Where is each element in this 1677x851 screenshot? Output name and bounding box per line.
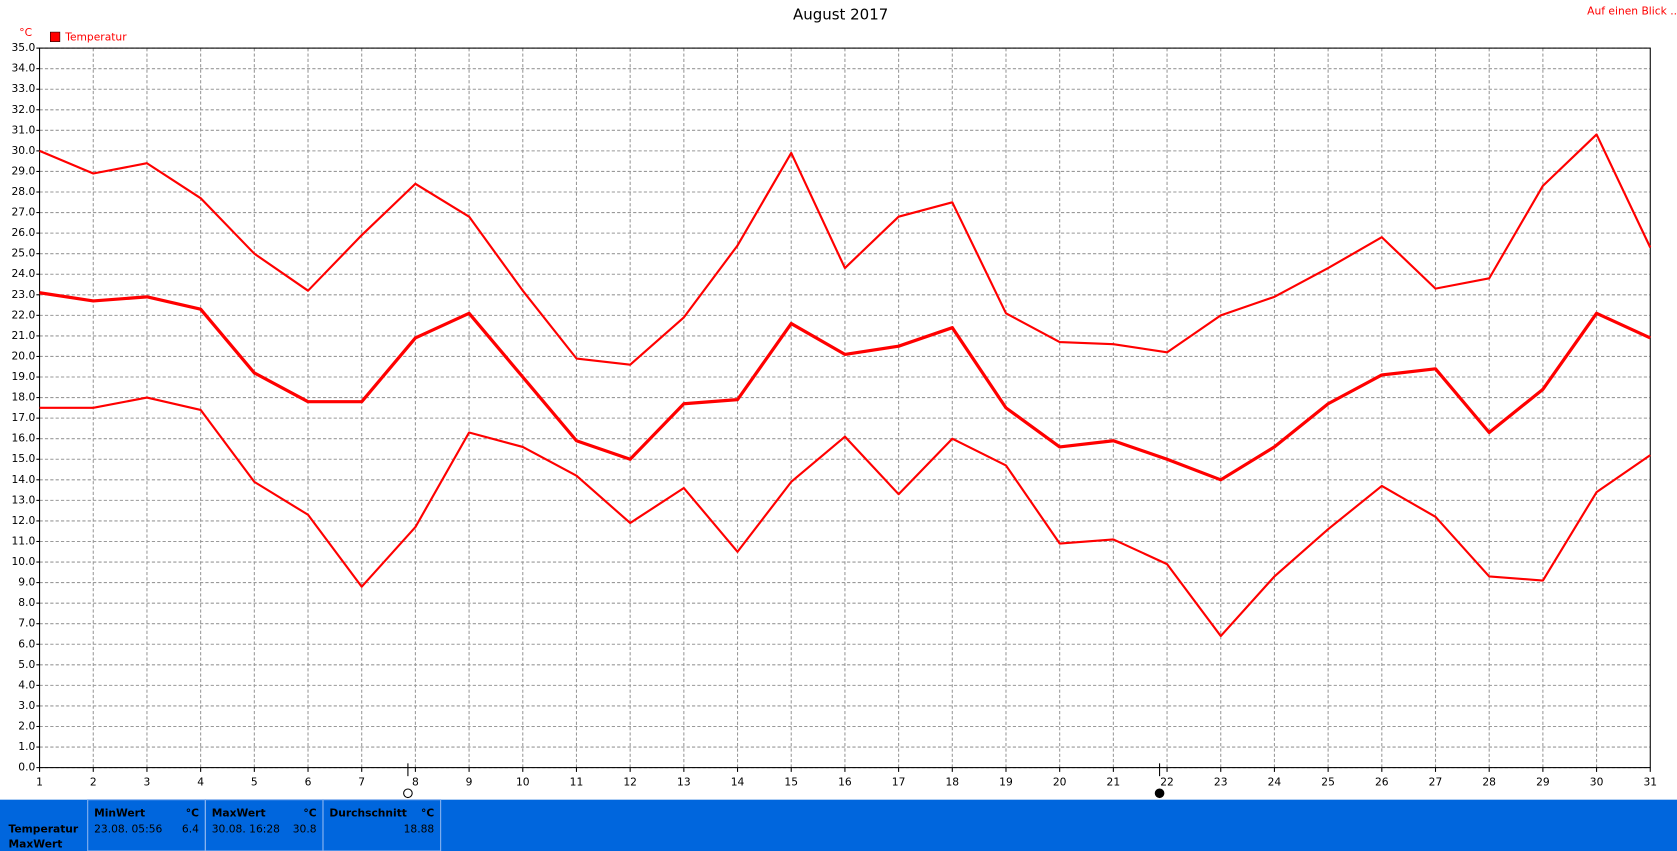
x-tick-label: 17 [892,776,906,789]
x-tick-label: 21 [1107,776,1121,789]
y-tick-label: 24.0 [11,267,35,280]
x-tick-label: 23 [1214,776,1228,789]
series-line [39,133,1652,366]
x-tick-label: 27 [1429,776,1443,789]
x-tick-label: 4 [197,776,204,789]
y-tick-label: 33.0 [11,82,35,95]
y-tick-label: 34.0 [11,62,35,75]
x-tick-label: 30 [1590,776,1604,789]
col-value: 6.4 [182,823,199,836]
y-tick-label: 16.0 [11,432,35,445]
legend-swatch [49,31,61,42]
x-tick-label: 8 [412,776,419,789]
y-tick-label: 6.0 [18,637,35,650]
y-tick-label: 26.0 [11,226,35,239]
row-label: MaxWert [9,838,63,851]
y-tick-label: 19.0 [11,370,35,383]
y-tick-label: 29.0 [11,164,35,177]
y-tick-label: 15.0 [11,452,35,465]
x-tick-label: 11 [570,776,584,789]
y-tick-label: 31.0 [11,123,35,136]
x-tick-label: 28 [1482,776,1496,789]
col-time: 30.08. 16:28 [212,823,280,836]
x-tick-label: 13 [677,776,691,789]
x-tick-label: 2 [90,776,97,789]
x-tick-label: 22 [1160,776,1174,789]
x-tick-label: 24 [1268,776,1282,789]
y-tick-label: 22.0 [11,308,35,321]
col-unit: °C [186,807,199,820]
row-label: Temperatur [9,823,79,836]
y-tick-label: 2.0 [18,719,35,732]
chart-title: August 2017 [793,5,888,23]
x-tick-label: 31 [1643,776,1657,789]
x-tick-label: 16 [838,776,852,789]
y-tick-label: 13.0 [11,493,35,506]
link[interactable]: Auf einen Blick ... [1587,5,1677,18]
plot-area: 1 2 3 4 5 6 7 8 9 10 11 12 13 14 15 16 17 18 19 20 21 22 23 24 2… [11,41,1657,799]
col-unit: °C [303,807,316,820]
y-tick-label: 25.0 [11,247,35,260]
x-tick-label: 18 [945,776,959,789]
x-tick-label: 5 [251,776,258,789]
legend-label: Temperatur [64,30,127,43]
col-unit: °C [421,807,434,820]
col-header: MaxWert [212,807,266,820]
x-tick-label: 1 [36,776,43,789]
y-tick-label: 14.0 [11,473,35,486]
y-tick-label: 7.0 [18,617,35,630]
x-tick-label: 6 [305,776,312,789]
x-tick-label: 3 [144,776,151,789]
y-tick-label: 21.0 [11,329,35,342]
x-tick-label: 20 [1053,776,1067,789]
y-tick-label: 27.0 [11,206,35,219]
y-tick-label: 9.0 [18,576,35,589]
col-header: MinWert [94,807,145,820]
y-tick-label: 28.0 [11,185,35,198]
series-line [39,396,1651,638]
series-line [39,291,1651,482]
x-tick-label: 12 [623,776,637,789]
x-tick-label: 10 [516,776,530,789]
y-unit: °C [19,26,32,39]
y-tick-label: 12.0 [11,514,35,527]
y-tick-label: 20.0 [11,349,35,362]
x-tick-label: 14 [731,776,745,789]
y-tick-label: 10.0 [11,555,35,568]
y-tick-label: 17.0 [11,411,35,424]
x-tick-label: 7 [358,776,365,789]
summary-cells [87,799,442,851]
x-tick-label: 29 [1536,776,1550,789]
y-tick-label: 18.0 [11,391,35,404]
col-value: 18.88 [404,823,435,836]
x-tick-label: 15 [784,776,798,789]
y-tick-label: 5.0 [18,658,35,671]
moon-phase [403,788,413,799]
y-tick-label: 8.0 [18,596,35,609]
x-tick-label: 19 [999,776,1013,789]
summary-panel [0,799,1677,851]
y-tick-label: 35.0 [11,41,35,54]
col-header: Durchschnitt [329,807,407,820]
y-tick-label: 11.0 [11,534,35,547]
y-tick-label: 3.0 [18,699,35,712]
y-tick-label: 0.0 [18,761,35,774]
x-tick-label: 9 [466,776,473,789]
x-tick-label: 26 [1375,776,1389,789]
y-tick-label: 30.0 [11,144,35,157]
x-tick-label: 25 [1321,776,1335,789]
moon-phase [1154,788,1165,799]
y-tick-label: 32.0 [11,103,35,116]
y-tick-label: 23.0 [11,288,35,301]
y-tick-label: 4.0 [18,678,35,691]
col-time: 23.08. 05:56 [94,823,162,836]
col-value: 30.8 [293,823,317,836]
y-tick-label: 1.0 [18,740,35,753]
